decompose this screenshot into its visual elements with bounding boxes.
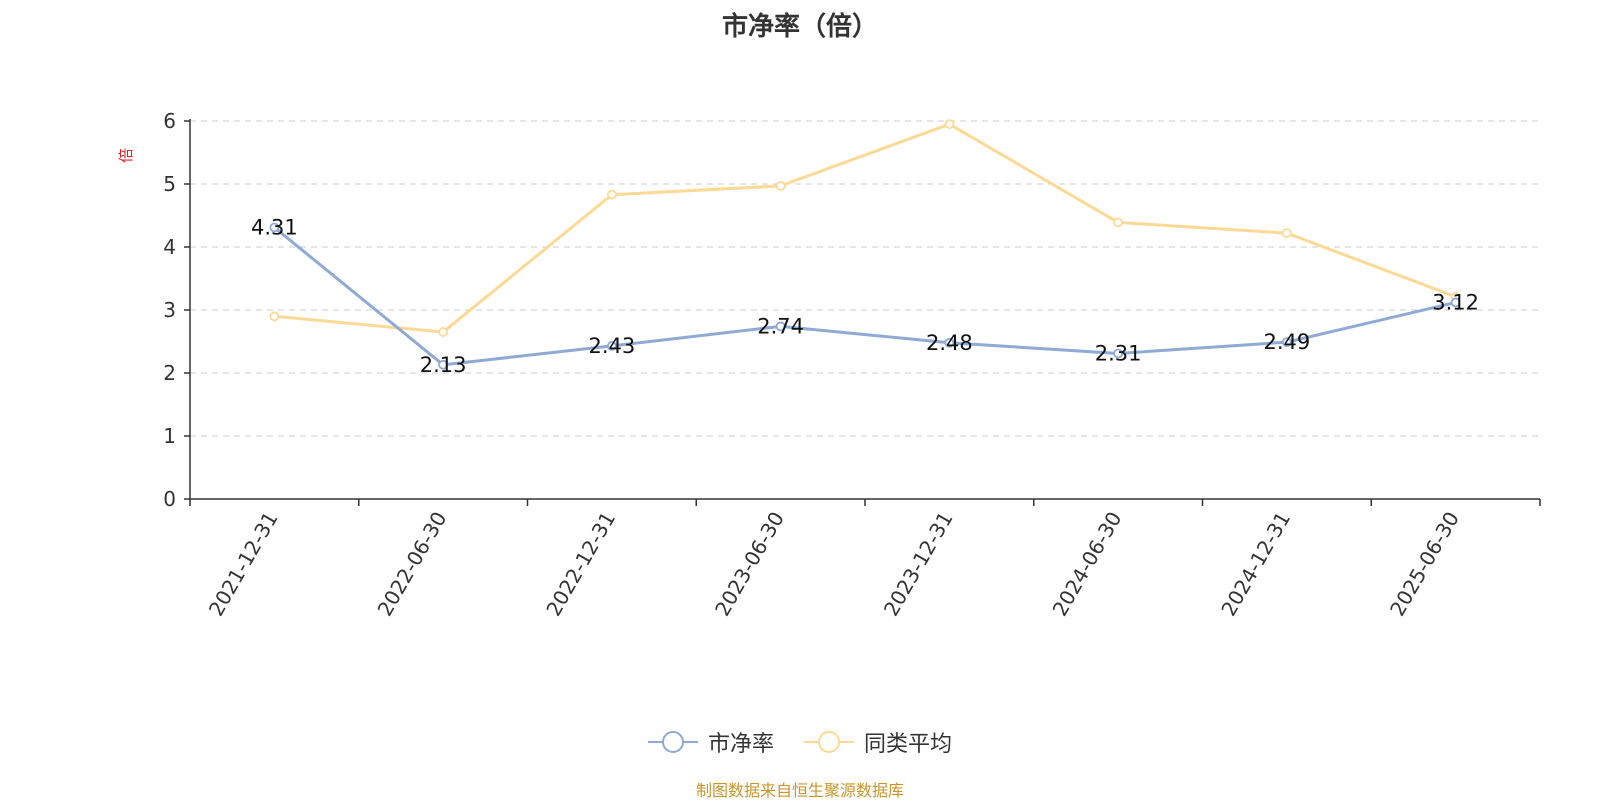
gridlines [190, 120, 1540, 437]
series-point-0 [944, 337, 955, 348]
data-label: 2.13 [420, 353, 467, 377]
x-tick-label: 2023-12-31 [879, 508, 958, 621]
series-point-0 [269, 222, 280, 233]
legend-item-series-1[interactable]: 同类平均 [804, 726, 952, 758]
y-tick-label: 2 [163, 361, 176, 385]
series-point-0 [438, 359, 449, 370]
y-tick-label: 4 [163, 235, 176, 259]
legend-line-circle-icon [804, 731, 854, 753]
series-point-0 [775, 321, 786, 332]
data-source-note: 制图数据来自恒生聚源数据库 [695, 781, 904, 800]
data-label: 2.49 [1263, 330, 1310, 354]
x-tick-label: 2022-12-31 [541, 508, 620, 621]
legend-label: 同类平均 [864, 732, 953, 757]
legend: 市净率 同类平均 [0, 726, 1600, 758]
series-point-1 [1113, 217, 1124, 228]
data-label: 2.31 [1095, 341, 1142, 365]
chart-title: 市净率（倍） [721, 12, 878, 42]
y-tick-label: 1 [163, 424, 176, 448]
legend-label: 市净率 [707, 732, 774, 757]
series-point-0 [1113, 348, 1124, 359]
series-point-1 [438, 327, 449, 337]
y-tick-label: 0 [163, 487, 176, 511]
data-labels: 4.31 2.13 2.43 2.74 2.48 2.31 2.49 3.12 [251, 215, 1479, 376]
y-tick-label: 6 [163, 109, 176, 133]
data-label: 2.74 [757, 314, 804, 338]
series-point-0 [1450, 297, 1461, 308]
series-line-0 [272, 225, 1458, 367]
x-tick-label: 2025-06-30 [1385, 508, 1464, 621]
data-label: 2.48 [926, 331, 973, 355]
data-label: 2.43 [588, 334, 635, 358]
data-label: 4.31 [251, 215, 298, 239]
series-point-0 [606, 341, 617, 351]
series-point-1 [606, 189, 617, 200]
series-line-1 [272, 122, 1458, 334]
series-point-1 [944, 119, 955, 130]
data-label: 3.12 [1432, 290, 1479, 314]
x-tick-label: 2022-06-30 [373, 508, 452, 621]
series-point-1 [775, 180, 786, 191]
x-tick-label: 2024-12-31 [1216, 508, 1295, 621]
legend-item-series-0[interactable]: 市净率 [647, 726, 774, 758]
series-layer [269, 119, 1461, 370]
y-tick-label: 3 [163, 298, 176, 322]
y-tick-label: 5 [163, 172, 176, 196]
x-tick-label: 2024-06-30 [1048, 508, 1127, 621]
x-tick-label: 2021-12-31 [204, 508, 283, 621]
series-point-1 [1281, 228, 1292, 239]
legend-line-circle-icon [647, 731, 698, 753]
series-point-0 [1281, 337, 1292, 348]
series-point-1 [269, 311, 280, 322]
x-tick-label: 2023-06-30 [710, 508, 789, 621]
axes: 0 1 2 3 4 5 6 2021-12-31 2022-06-30 2022-12-31 202… [163, 109, 1541, 621]
